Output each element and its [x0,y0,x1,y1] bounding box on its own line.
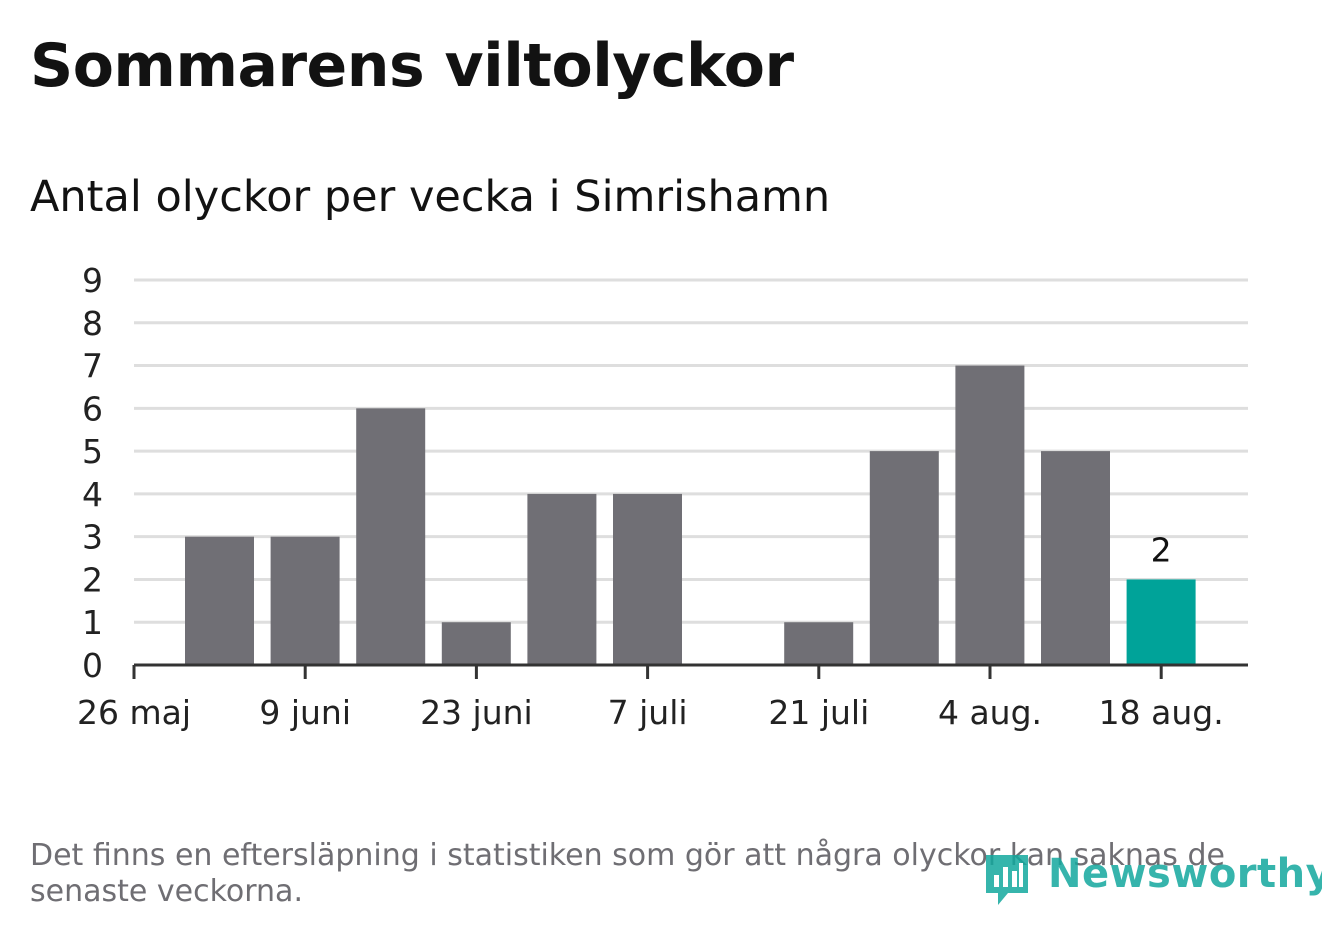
y-tick-label: 4 [82,475,103,514]
x-tick-label: 9 juni [259,693,351,732]
y-tick-label: 6 [82,389,103,428]
bar [955,365,1025,665]
bar [527,493,597,665]
y-tick-label: 7 [82,347,103,386]
newsworthy-logo[interactable]: Newsworthy [980,847,1322,913]
bar [1126,579,1196,665]
x-tick-label: 26 maj [77,693,191,732]
bar [441,622,511,665]
x-tick-label: 23 juni [420,693,533,732]
data-label: 2 [1151,530,1172,569]
data-labels: 2 [1151,530,1172,569]
y-tick-label: 1 [82,603,103,642]
bar [613,493,682,665]
bars [185,365,1196,665]
bar [784,622,854,665]
x-tick-label: 7 juli [608,693,688,732]
bar [356,408,426,665]
x-tick-label: 4 aug. [938,693,1042,732]
y-tick-label: 9 [82,261,103,300]
y-tick-label: 5 [82,432,103,471]
bar [869,451,939,665]
bar [185,536,254,665]
newsworthy-logo-icon [986,855,1028,905]
y-tick-label: 0 [82,646,103,685]
x-axis [132,663,1248,679]
x-tick-label: 21 juli [768,693,869,732]
y-tick-label: 8 [82,304,103,343]
x-tick-label: 18 aug. [1099,693,1224,732]
x-axis-labels: 26 maj 9 juni 23 juni 7 juli 21 juli 4 aug. 18… [77,693,1224,732]
chart-subtitle: Antal olyckor per vecka i Simrishamn [30,172,831,222]
y-tick-label: 2 [82,560,103,599]
y-tick-label: 3 [82,518,103,557]
bar [270,536,340,665]
newsworthy-logo-text: Newsworthy [1048,851,1322,897]
chart-title: Sommarens viltolyckor [30,31,794,101]
bar [1041,451,1110,665]
